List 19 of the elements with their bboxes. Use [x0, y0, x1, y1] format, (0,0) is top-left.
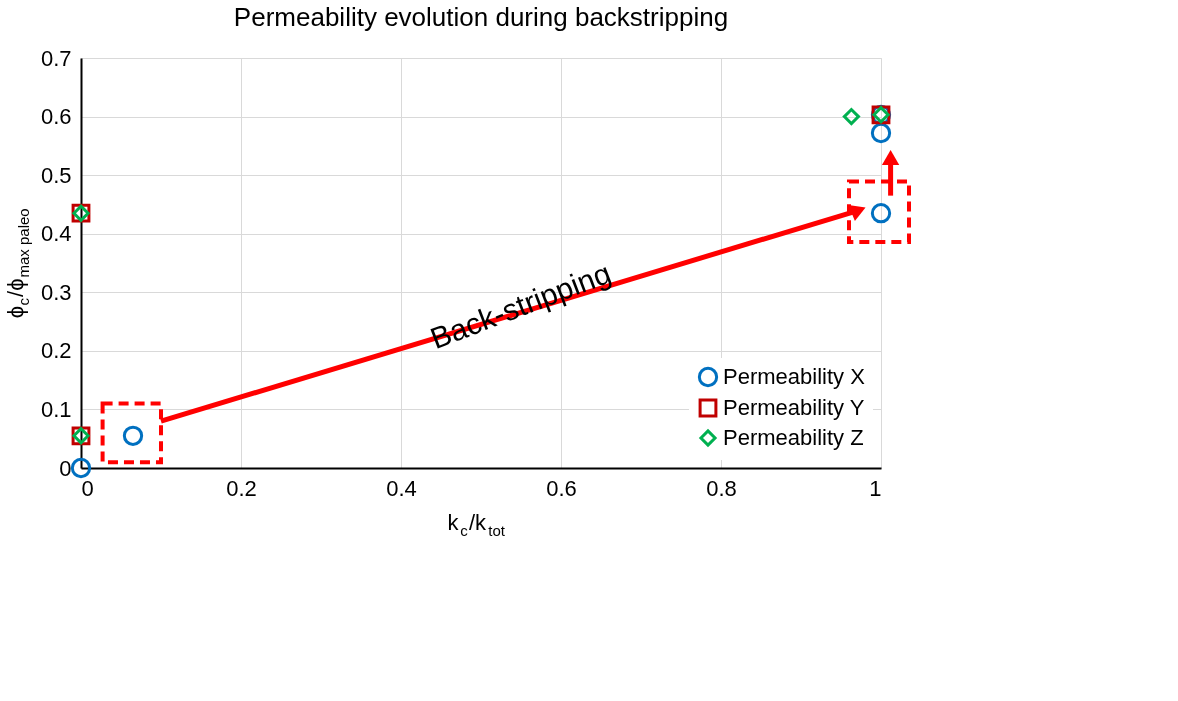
legend-label: Permeability Z	[723, 425, 864, 450]
legend-label: Permeability Y	[723, 395, 865, 420]
y-tick-label: 0.4	[40, 221, 72, 247]
y-tick-label: 0.5	[40, 162, 72, 188]
y-tick-label: 0	[59, 455, 72, 481]
x-tick-label: 0.8	[706, 475, 737, 501]
x-tick-label: 0.6	[546, 475, 577, 501]
y-tick-label: 0.6	[40, 104, 72, 130]
x-tick-label: 0.4	[386, 475, 417, 501]
chart-title: Permeability evolution during backstripping	[233, 2, 729, 32]
y-tick-label: 0.1	[40, 396, 72, 422]
y-tick-label: 0.3	[40, 279, 72, 305]
y-axis-title: ϕc/ϕmax paleo	[3, 208, 32, 319]
legend-label: Permeability X	[723, 364, 866, 389]
y-tick-label: 0.7	[40, 45, 72, 71]
x-tick-label: 1	[869, 475, 882, 501]
y-tick-label: 0.2	[40, 338, 72, 364]
x-tick-label: 0.2	[226, 475, 257, 501]
x-tick-label: 0	[81, 475, 94, 501]
